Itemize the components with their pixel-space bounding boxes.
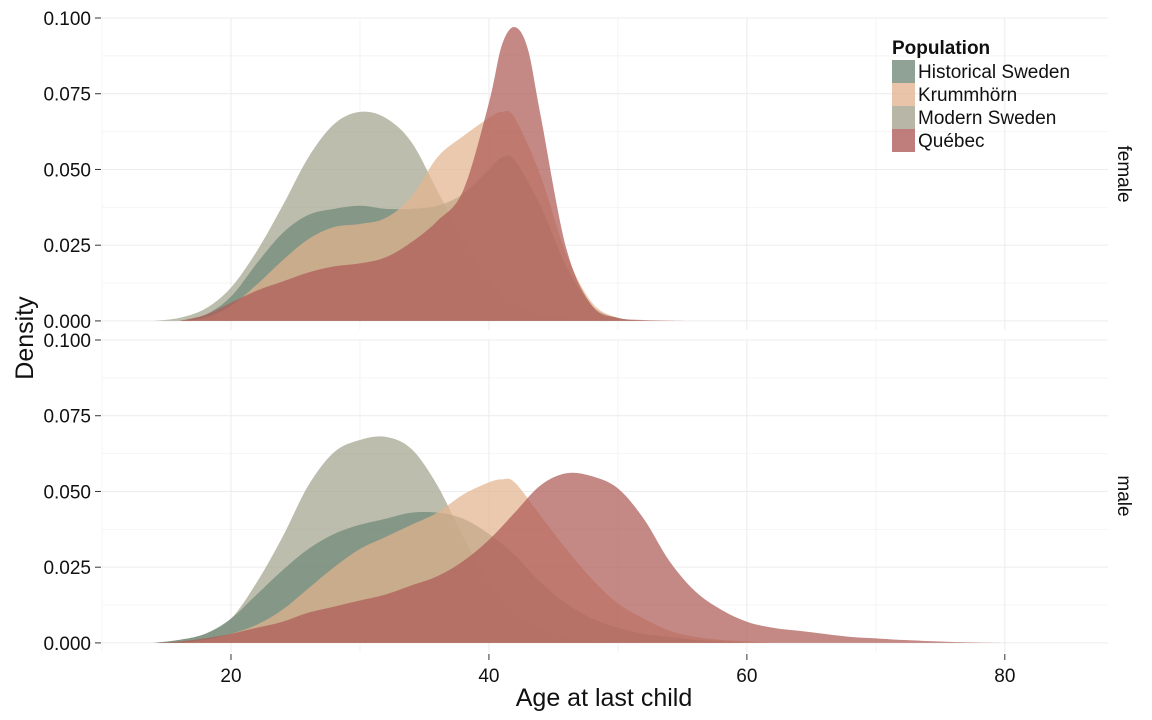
y-tick-label: 0.075 (43, 407, 91, 428)
y-tick-label: 0.075 (43, 85, 91, 106)
panel-female (101, 17, 1108, 330)
axes-layer: 0.000 0.025 0.050 0.075 0.100 female 0.000 0.02… (43, 9, 1134, 687)
legend-swatch-historical-sweden (892, 60, 915, 83)
y-tick-label: 0.100 (43, 331, 91, 352)
legend: Population Historical Sweden Krummhörn M… (892, 38, 1070, 152)
panel-male (101, 339, 1108, 652)
legend-swatch-krummhorn (892, 83, 915, 106)
legend-swatch-modern-sweden (892, 106, 915, 129)
x-tick-label: 40 (478, 666, 499, 687)
legend-swatch-quebec (892, 129, 915, 152)
x-axis-title: Age at last child (516, 684, 693, 712)
legend-title: Population (892, 38, 990, 59)
legend-label-modern-sweden: Modern Sweden (918, 108, 1056, 129)
y-tick-label: 0.050 (43, 160, 91, 181)
legend-label-historical-sweden: Historical Sweden (918, 62, 1070, 83)
density-area-quebec-female (179, 27, 696, 321)
x-tick-label: 60 (736, 666, 757, 687)
y-tick-label: 0.000 (43, 634, 91, 655)
strip-label-male: male (1113, 475, 1134, 516)
y-tick-label: 0.000 (43, 312, 91, 333)
y-tick-label: 0.050 (43, 482, 91, 503)
y-tick-label: 0.025 (43, 236, 91, 257)
legend-label-quebec: Québec (918, 131, 985, 152)
strip-label-female: female (1113, 145, 1134, 202)
y-axis-title: Density (11, 296, 39, 380)
y-tick-label: 0.025 (43, 558, 91, 579)
panels-layer (101, 17, 1108, 652)
y-tick-label: 0.100 (43, 9, 91, 30)
x-tick-label: 80 (994, 666, 1015, 687)
density-area-quebec-male (153, 472, 1005, 643)
legend-label-krummhorn: Krummhörn (918, 85, 1017, 106)
x-tick-label: 20 (220, 666, 241, 687)
